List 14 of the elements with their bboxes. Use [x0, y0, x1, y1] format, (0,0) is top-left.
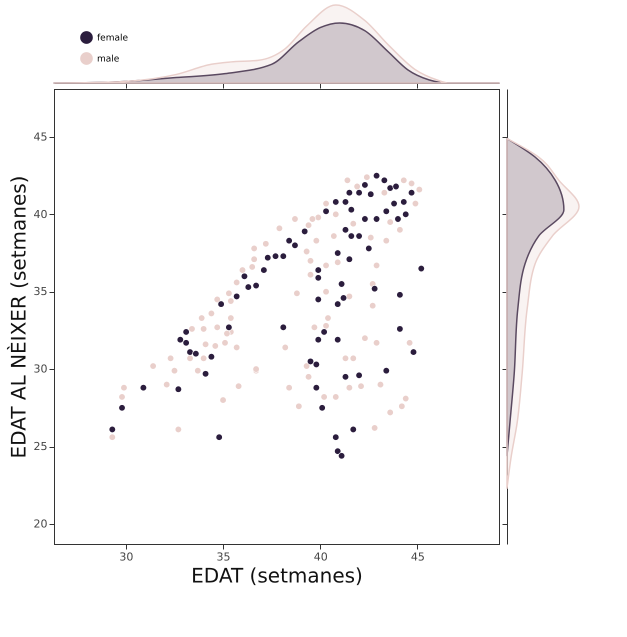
y-tick-label: 30	[34, 362, 48, 376]
y-tick-label: 35	[34, 285, 48, 298]
x-tick-label: 35	[216, 550, 231, 564]
x-tick-label: 40	[314, 550, 328, 564]
x-tick-label: 30	[119, 550, 134, 564]
y-tick-label: 25	[34, 440, 48, 453]
y-axis-title: EDAT AL NÈIXER (setmanes)	[6, 176, 31, 458]
legend-label: male	[97, 54, 120, 64]
x-tick-label: 45	[410, 550, 425, 564]
legend-label: female	[97, 34, 128, 44]
y-tick-label: 20	[34, 517, 48, 530]
y-tick-label: 40	[34, 208, 48, 221]
x-axis-title: EDAT (setmanes)	[191, 564, 363, 588]
y-tick-label: 45	[34, 130, 48, 144]
